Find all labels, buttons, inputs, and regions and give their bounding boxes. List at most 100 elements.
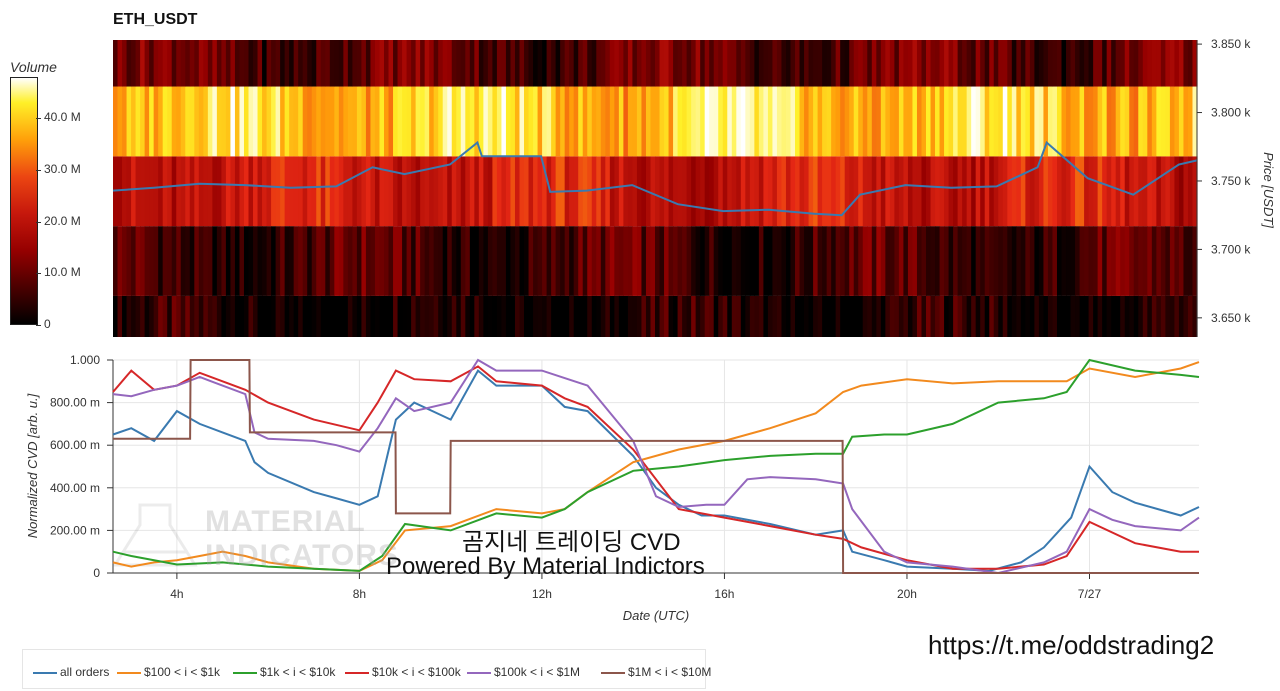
heatmap-cell <box>808 156 814 227</box>
heatmap-cell <box>1093 156 1099 227</box>
heatmap-cell <box>1160 156 1166 227</box>
heatmap-cell <box>862 226 868 296</box>
heatmap-cell <box>533 156 539 227</box>
heatmap-cell <box>939 86 945 157</box>
heatmap-cell <box>1174 86 1180 157</box>
heatmap-cell <box>167 156 173 227</box>
heatmap-cell <box>1007 295 1013 337</box>
heatmap-cell <box>289 295 295 337</box>
heatmap-cell <box>840 86 846 157</box>
heatmap-cell <box>1151 86 1157 157</box>
heatmap-cell <box>1070 40 1076 87</box>
heatmap-cell <box>397 156 403 227</box>
flask-watermark-icon <box>112 503 198 567</box>
heatmap-cell <box>356 40 363 87</box>
heatmap-cell <box>632 156 638 227</box>
heatmap-cell <box>429 156 435 227</box>
heatmap-cell <box>1120 40 1126 87</box>
heatmap-cell <box>505 156 512 227</box>
heatmap-cell <box>826 226 832 296</box>
heatmap-cell <box>1165 86 1171 157</box>
colorbar-title: Volume <box>10 59 57 75</box>
heatmap-cell <box>501 40 507 87</box>
heatmap-cell <box>903 226 909 296</box>
legend-item[interactable]: all orders <box>33 665 109 679</box>
heatmap-cell <box>379 86 385 157</box>
heatmap-cell <box>1160 295 1166 337</box>
heatmap-cell <box>1156 226 1162 296</box>
heatmap-cell <box>438 156 444 227</box>
heatmap-cell <box>722 40 728 87</box>
heatmap-cell <box>686 86 692 157</box>
heatmap-cell <box>948 226 954 296</box>
heatmap-cell <box>334 226 340 296</box>
heatmap-cell <box>1034 156 1040 227</box>
heatmap-cell <box>614 40 620 87</box>
heatmap-cell <box>813 226 819 296</box>
heatmap-cell <box>889 40 895 87</box>
heatmap-cell <box>668 40 674 87</box>
heatmap-cell <box>939 40 945 87</box>
heatmap-cell <box>591 86 597 157</box>
heatmap-cell <box>898 156 905 227</box>
heatmap-cell <box>325 86 331 157</box>
legend-item[interactable]: $100k < i < $1M <box>467 665 580 679</box>
heatmap-cell <box>849 86 855 157</box>
heatmap-cell <box>898 86 905 157</box>
heatmap-cell <box>907 86 914 157</box>
heatmap-cell <box>781 156 787 227</box>
heatmap-cell <box>189 226 195 296</box>
heatmap-cell <box>248 295 254 337</box>
heatmap-cell <box>785 86 792 157</box>
heatmap-cell <box>930 86 936 157</box>
heatmap-cell <box>537 40 543 87</box>
heatmap-cell <box>415 295 421 337</box>
heatmap-cell <box>813 86 819 157</box>
heatmap-cell <box>1052 226 1058 296</box>
legend-item[interactable]: $100 < i < $1k <box>117 665 220 679</box>
heatmap-cell <box>691 226 697 296</box>
legend-item[interactable]: $1k < i < $10k <box>233 665 335 679</box>
heatmap-cell <box>677 226 683 296</box>
heatmap-cell <box>546 295 552 337</box>
heatmap-cell <box>1056 295 1063 337</box>
heatmap-cell <box>1075 86 1081 157</box>
heatmap-cell <box>176 226 182 296</box>
heatmap-cell <box>1097 40 1103 87</box>
heatmap-cell <box>1079 156 1085 227</box>
heatmap-cell <box>790 226 796 296</box>
heatmap-cell <box>636 40 643 87</box>
heatmap-cell <box>605 40 611 87</box>
heatmap-cell <box>388 156 394 227</box>
heatmap-cell <box>700 86 706 157</box>
legend-item[interactable]: $1M < i < $10M <box>601 665 711 679</box>
heatmap-cell <box>379 295 385 337</box>
heatmap-cell <box>727 40 733 87</box>
heatmap-cell <box>122 295 128 337</box>
heatmap-cell <box>564 295 570 337</box>
heatmap-cell <box>433 295 439 337</box>
heatmap-cell <box>492 226 498 296</box>
heatmap-cell <box>131 86 137 157</box>
heatmap-cell <box>795 226 801 296</box>
heatmap-cell <box>962 86 968 157</box>
heatmap-cell <box>271 295 277 337</box>
heatmap-cell <box>162 40 168 87</box>
heatmap-cell <box>727 295 733 337</box>
heatmap-cell <box>1111 156 1117 227</box>
heatmap-cell <box>456 86 462 157</box>
heatmap-cell <box>230 226 236 296</box>
heatmap-cell <box>176 86 182 157</box>
heatmap-cell <box>926 226 932 296</box>
heatmap-cell <box>1156 40 1162 87</box>
heatmap-cell <box>1187 86 1194 157</box>
heatmap-cell <box>167 40 173 87</box>
heatmap-cell <box>804 226 810 296</box>
heatmap-cell <box>1070 86 1076 157</box>
heatmap-cell <box>361 295 367 337</box>
heatmap-cell <box>980 156 986 227</box>
heatmap-cell <box>731 226 737 296</box>
heatmap-cell <box>293 86 299 157</box>
heatmap-cell <box>374 156 381 227</box>
legend-item[interactable]: $10k < i < $100k <box>345 665 461 679</box>
